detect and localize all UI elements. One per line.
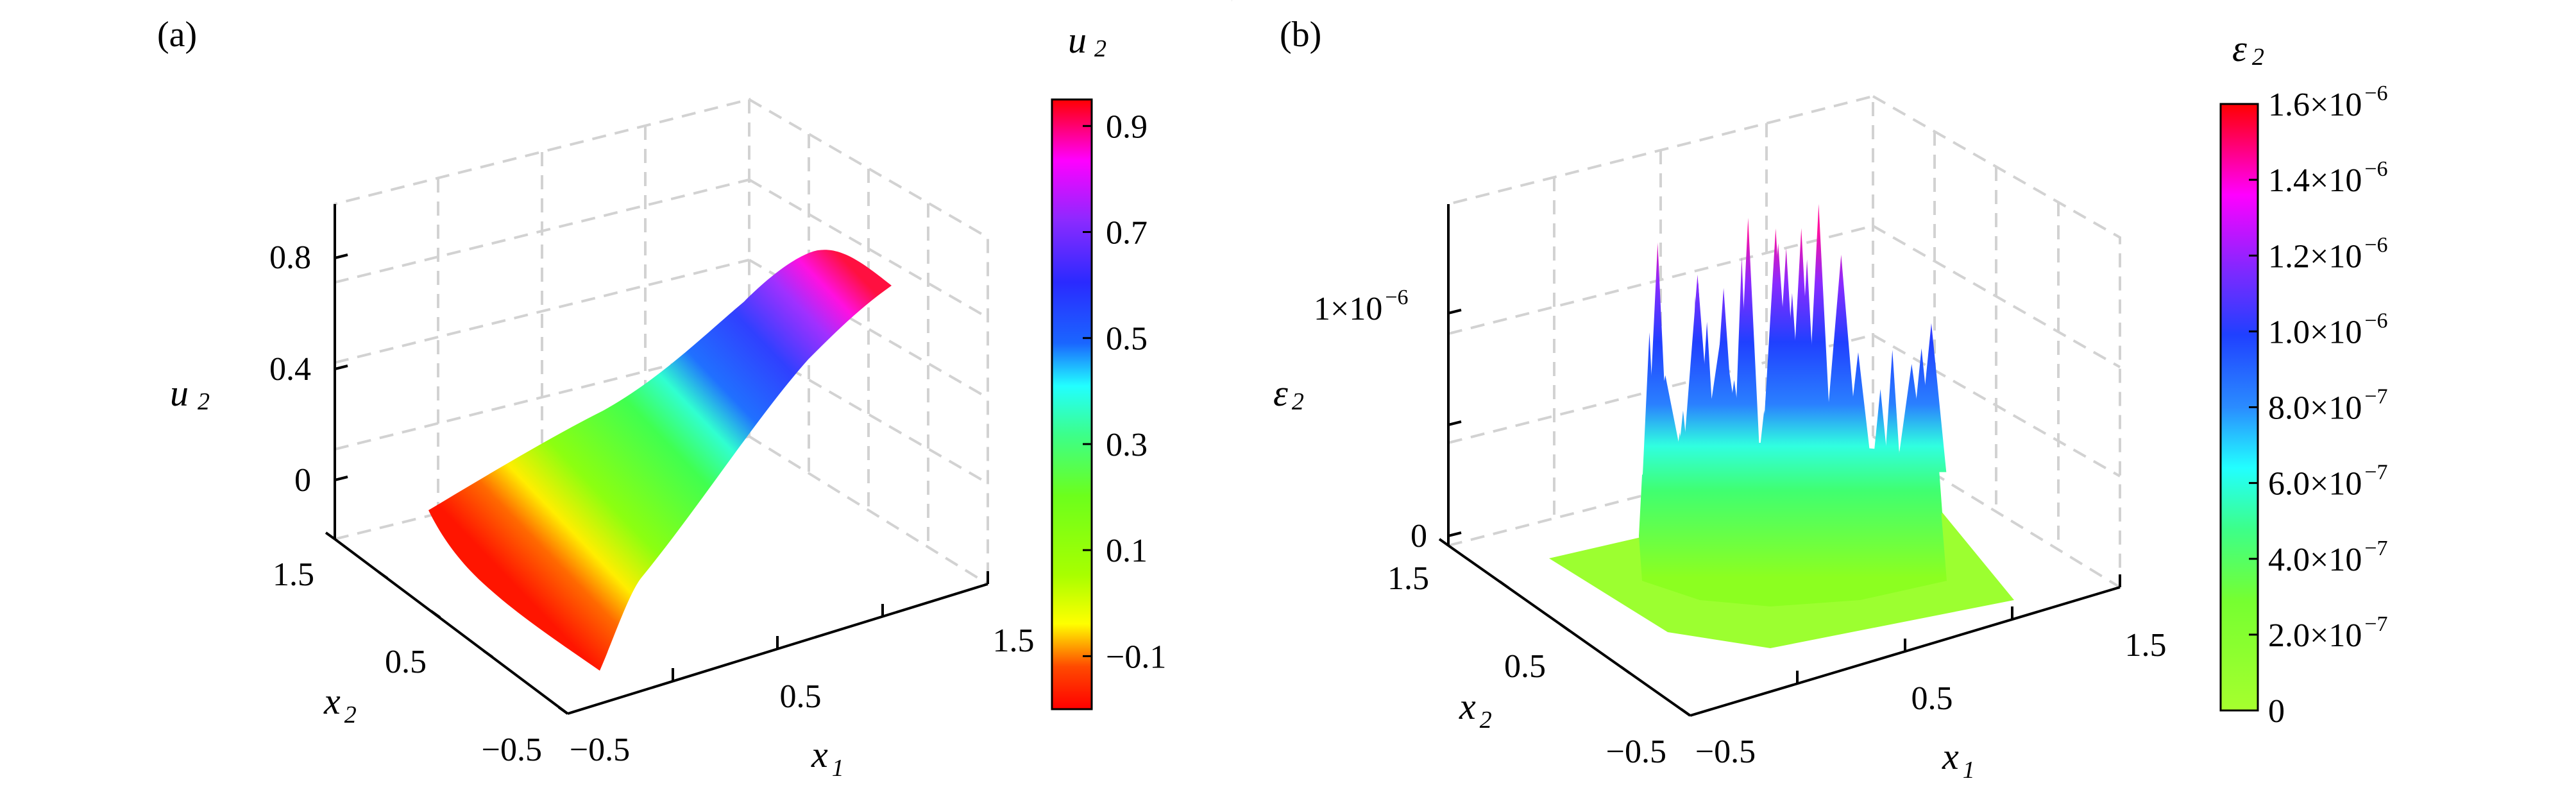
colorbar-a-tick-label: 0.3 [1106,427,1148,463]
panel-b-z-tick-1: 1×10 −6 [1314,286,1409,327]
surface-spike [1764,455,1795,562]
colorbar-a-tick-label: 0.5 [1106,321,1148,357]
panel-b-x1-tick-0: −0.5 [1695,734,1756,770]
panel-b-z-tick-0: 0 [1411,518,1427,554]
colorbar-b-tick-label: 1.4×10 −6 [2268,157,2388,199]
panel-a-z-tick-2: 0.8 [269,239,311,276]
panel-a-x2-tick-0: −0.5 [482,732,542,768]
colorbar-a-tick-label: 0.1 [1106,533,1148,569]
panel-a-z-tick-1: 0.4 [269,351,311,388]
surface-spike [1733,256,1750,475]
panel-b-label: (b) [1280,15,1321,55]
panel-a-z-tick-0: 0 [294,462,311,499]
panel-b-x1-tick-2: 1.5 [2125,627,2167,664]
colorbar-a-tick-label: 0.9 [1106,108,1148,145]
colorbar-a-tick-label: −0.1 [1106,639,1166,675]
surface-spike [1777,338,1800,510]
surface-spike [1661,432,1699,561]
surface-spike [1882,350,1903,504]
panel-b-surface-spikes [1639,203,1947,606]
colorbar-b-tick-label: 1.6×10 −6 [2268,82,2388,123]
colorbar-b-tick-label: 0 [2268,693,2285,730]
colorbar-a-tick-label: 0.7 [1106,215,1148,252]
surface-spike [1713,380,1755,530]
panel-b-x2-tick-1: 0.5 [1504,648,1546,685]
surface-spike [1753,410,1775,509]
surface-spike [1645,243,1671,517]
panel-b: (b) [1273,15,2388,784]
panel-b-axes [1438,204,2121,717]
surface-spike [1841,352,1876,496]
panel-b-x2-tick-2: 1.5 [1387,560,1429,597]
panel-a-surface [428,250,892,671]
colorbar-b-tick-label: 6.0×10 −7 [2268,461,2388,503]
surface-spike [1916,323,1947,472]
panel-b-x1-tick-1: 0.5 [1911,680,1953,717]
panel-a-x1-tick-0: −0.5 [570,732,630,768]
panel-a-label: (a) [157,15,197,55]
panel-a-x2-tick-1: 0.5 [385,644,427,680]
surface-spike [1895,364,1928,477]
colorbar-b-tick-label: 8.0×10 −7 [2268,385,2388,427]
surface-spike [1680,274,1715,493]
panel-b-x2-tick-0: −0.5 [1606,734,1666,770]
colorbar-b-tick-label: 1.0×10 −6 [2268,309,2388,350]
colorbar-b-tick-label: 2.0×10 −7 [2268,612,2388,654]
surface-spike [1831,424,1851,538]
panel-a-axes [325,204,989,715]
colorbar-b-tick-label: 1.2×10 −6 [2268,233,2388,275]
colorbar-b-tick-label: 4.0×10 −7 [2268,537,2388,578]
panel-a-x1-tick-2: 1.5 [993,623,1035,659]
panel-a-x1-tick-1: 0.5 [780,678,822,715]
panel-a-x2-tick-2: 1.5 [273,556,314,593]
panel-a: (a) [157,15,1166,782]
